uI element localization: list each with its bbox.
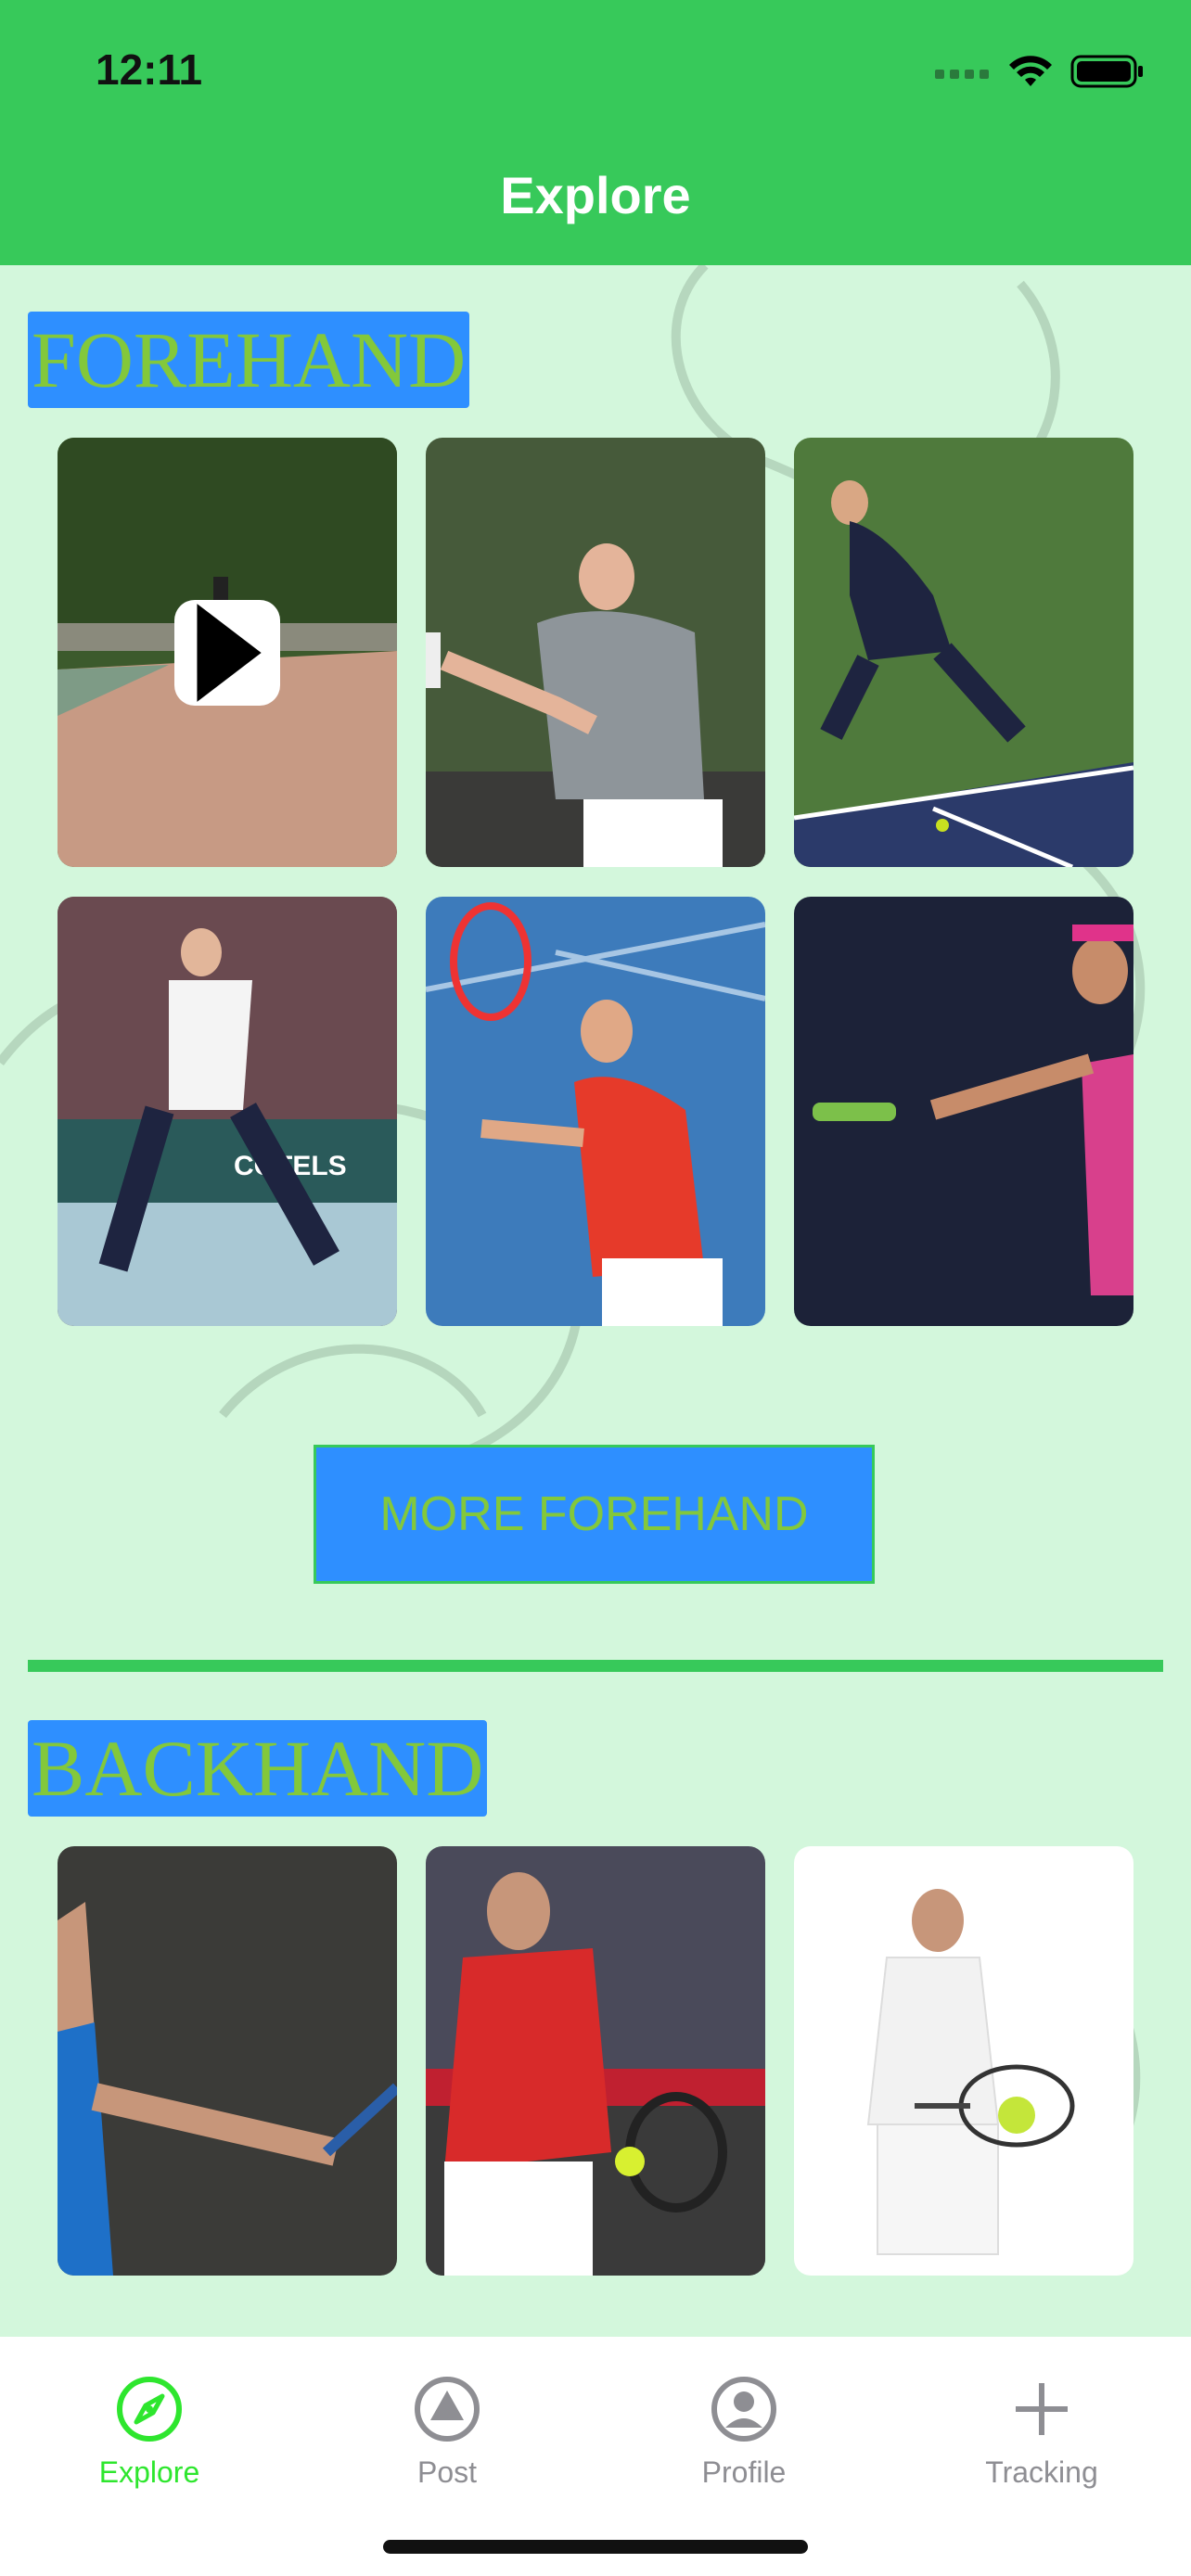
- more-forehand-button[interactable]: MORE FOREHAND: [314, 1445, 875, 1584]
- forehand-photo-3-image: [794, 438, 1133, 867]
- play-icon: [197, 604, 262, 702]
- backhand-photo-2-image: [426, 1846, 765, 2276]
- section-label-backhand: BACKHAND: [28, 1720, 488, 1817]
- play-button[interactable]: [174, 600, 280, 706]
- tab-tracking-label: Tracking: [985, 2455, 1098, 2489]
- forehand-photo-5-image: [426, 897, 765, 1326]
- plus-icon: [1016, 2383, 1068, 2435]
- tab-post-label: Post: [416, 2455, 478, 2489]
- backhand-photo-2[interactable]: [426, 1846, 765, 2276]
- forehand-video-thumbnail[interactable]: [58, 438, 397, 867]
- tab-explore[interactable]: Explore: [33, 2355, 265, 2489]
- backhand-photo-1-image: [58, 1846, 397, 2276]
- backhand-photo-3-image: [794, 1846, 1133, 2276]
- tab-profile-label: Profile: [701, 2455, 787, 2489]
- home-indicator[interactable]: [383, 2540, 808, 2554]
- cellular-signal-icon: [935, 70, 989, 79]
- tab-explore-label: Explore: [98, 2455, 200, 2489]
- section-label-forehand: FOREHAND: [28, 312, 470, 408]
- triangle-circle-icon: [415, 2377, 480, 2442]
- forehand-photo-2[interactable]: [426, 438, 765, 867]
- backhand-photo-1[interactable]: [58, 1846, 397, 2276]
- forehand-photo-4[interactable]: COTELS: [58, 897, 397, 1326]
- page-title: Explore: [500, 166, 691, 224]
- wifi-icon: [1009, 56, 1052, 86]
- status-icons: [935, 48, 1145, 95]
- tab-post[interactable]: Post: [331, 2355, 563, 2489]
- forehand-photo-6-image: [794, 897, 1133, 1326]
- status-time: 12:11: [96, 45, 203, 94]
- backhand-photo-3[interactable]: [794, 1846, 1133, 2276]
- person-circle-icon: [711, 2377, 776, 2442]
- tab-tracking[interactable]: Tracking: [926, 2355, 1158, 2489]
- forehand-photo-2-image: [426, 438, 765, 867]
- nav-header: 12:11 Explore: [0, 0, 1191, 265]
- section-divider: [28, 1660, 1163, 1672]
- forehand-photo-3[interactable]: [794, 438, 1133, 867]
- compass-icon: [117, 2377, 182, 2442]
- forehand-photo-5[interactable]: [426, 897, 765, 1326]
- tab-bar: Explore Post Profile Tracking: [0, 2337, 1191, 2576]
- tab-profile[interactable]: Profile: [628, 2355, 860, 2489]
- forehand-photo-6[interactable]: [794, 897, 1133, 1326]
- battery-icon: [1070, 55, 1143, 88]
- forehand-photo-4-image: COTELS: [58, 897, 397, 1326]
